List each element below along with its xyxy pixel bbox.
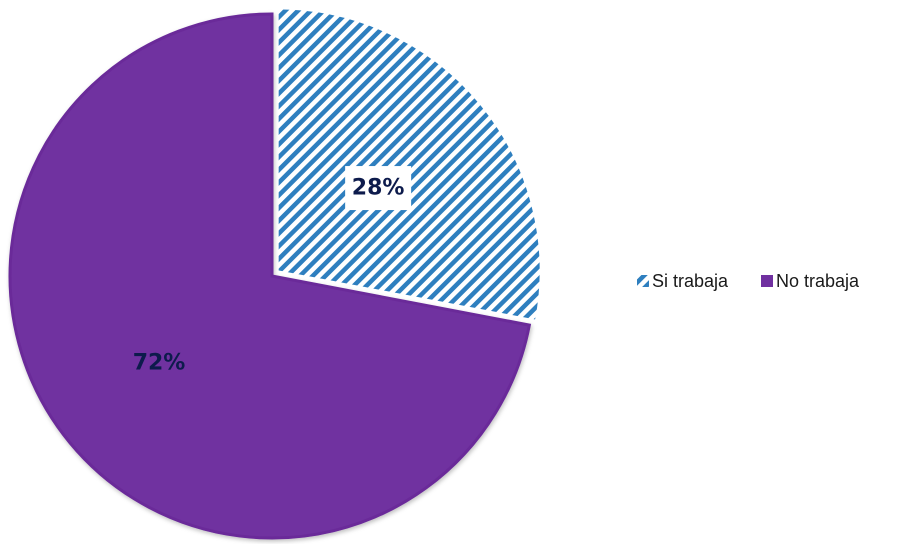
legend-label-no-trabaja: No trabaja	[776, 271, 860, 291]
pie-slice-no-trabaja	[8, 12, 532, 540]
data-label-si-trabaja: 28%	[352, 176, 405, 201]
pie-slices	[8, 8, 541, 540]
legend-swatch-no-trabaja	[761, 275, 773, 287]
data-label-background-si-trabaja	[345, 166, 412, 211]
legend: Si trabaja No trabaja	[637, 271, 860, 291]
pie-data-labels: 28% 72%	[133, 166, 412, 375]
legend-swatch-si-trabaja	[637, 275, 649, 287]
legend-label-si-trabaja: Si trabaja	[652, 271, 729, 291]
data-label-no-trabaja: 72%	[133, 350, 186, 375]
pie-slice-si-trabaja	[277, 8, 541, 321]
